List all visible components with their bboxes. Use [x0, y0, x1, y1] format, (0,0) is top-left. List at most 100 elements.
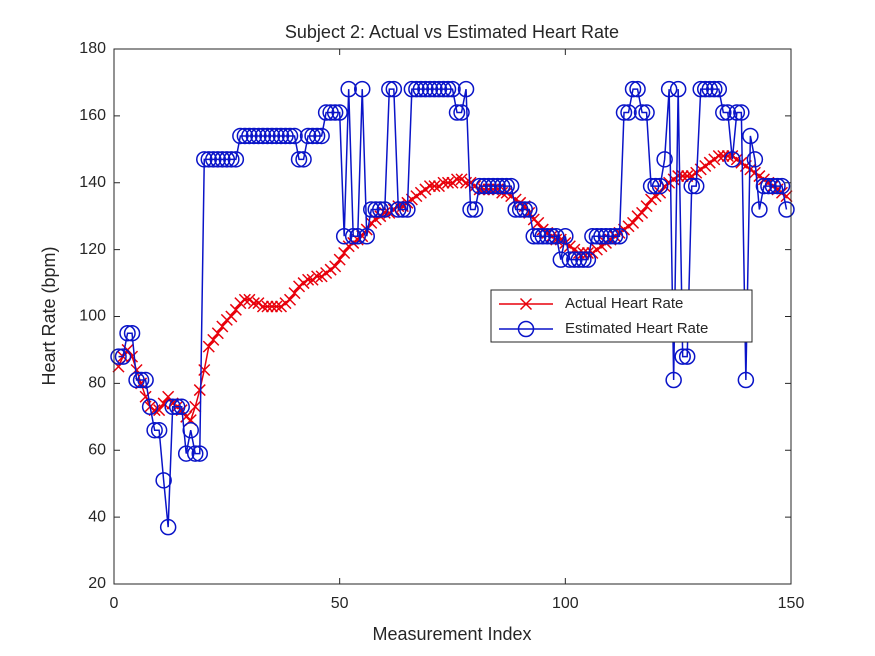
data-point — [466, 201, 484, 218]
x-tick-label: 50 — [331, 595, 349, 612]
data-point — [511, 201, 529, 218]
data-point — [629, 80, 646, 98]
data-point — [444, 80, 461, 98]
data-point — [313, 127, 330, 145]
data-point — [218, 151, 236, 168]
data-point — [575, 251, 592, 268]
data-point — [141, 398, 159, 416]
data-point — [263, 127, 281, 145]
data-point — [588, 228, 606, 245]
data-point — [611, 228, 628, 245]
data-point — [247, 297, 260, 310]
data-point — [423, 180, 436, 193]
data-point — [304, 127, 321, 145]
data-point — [669, 80, 687, 98]
data-point — [211, 327, 224, 340]
data-point — [579, 251, 597, 268]
data-point — [627, 216, 640, 229]
data-point — [620, 104, 637, 121]
data-point — [737, 371, 755, 389]
y-tick-label: 40 — [88, 508, 106, 525]
chart-title: Subject 2: Actual vs Estimated Heart Rat… — [285, 22, 619, 42]
data-point — [696, 80, 714, 98]
data-point — [159, 518, 177, 536]
data-point — [471, 177, 488, 195]
data-point — [168, 398, 186, 416]
data-point — [128, 371, 145, 389]
data-point — [286, 127, 303, 145]
y-tick-label: 60 — [88, 441, 106, 458]
data-point — [516, 201, 533, 218]
data-point — [265, 300, 278, 313]
y-tick-label: 140 — [79, 174, 106, 191]
data-point — [295, 151, 312, 168]
y-tick-label: 180 — [79, 40, 106, 57]
data-point — [225, 310, 238, 323]
data-point — [283, 293, 297, 306]
data-point — [162, 390, 175, 403]
data-point — [317, 104, 335, 121]
data-point — [681, 170, 694, 183]
x-tick-label: 0 — [110, 595, 119, 612]
data-point — [769, 177, 786, 195]
data-point — [507, 201, 524, 218]
data-point — [344, 228, 362, 245]
y-tick-label: 120 — [79, 241, 106, 258]
y-tick-label: 100 — [79, 308, 106, 325]
data-point — [584, 228, 601, 245]
data-point — [428, 180, 441, 193]
data-point — [335, 228, 353, 245]
data-point — [715, 104, 732, 121]
data-point — [196, 151, 213, 168]
data-point — [706, 80, 723, 98]
data-point — [674, 348, 691, 365]
legend-box — [490, 289, 753, 343]
series — [110, 80, 795, 536]
data-point — [119, 324, 136, 342]
data-point — [394, 201, 412, 218]
data-point — [636, 206, 649, 219]
y-tick-label: 80 — [88, 375, 106, 392]
data-point — [146, 421, 163, 439]
data-point — [254, 127, 272, 145]
data-point — [606, 228, 624, 245]
data-point — [200, 151, 218, 168]
data-point — [403, 80, 421, 98]
data-point — [223, 151, 240, 168]
data-point — [665, 371, 682, 389]
data-point — [329, 260, 342, 273]
data-point — [173, 398, 190, 416]
data-point — [202, 340, 215, 353]
data-point — [719, 104, 737, 121]
data-point — [656, 151, 673, 168]
data-point — [340, 80, 357, 98]
data-point — [290, 151, 308, 168]
data-point — [338, 246, 351, 259]
x-tick-label: 150 — [778, 595, 805, 612]
data-point — [755, 177, 773, 195]
data-point — [308, 127, 326, 145]
data-point — [137, 371, 154, 389]
data-point — [435, 80, 452, 98]
data-point — [760, 177, 777, 195]
legend-label: Actual Heart Rate — [565, 295, 683, 312]
data-point — [326, 104, 344, 121]
data-point — [493, 177, 511, 195]
data-point — [525, 228, 542, 245]
data-point — [277, 127, 294, 145]
data-point — [539, 228, 556, 245]
data-point — [256, 300, 269, 313]
data-point — [498, 177, 515, 195]
data-point — [322, 104, 339, 121]
data-point — [229, 303, 242, 316]
data-point — [593, 228, 610, 245]
data-point — [241, 127, 258, 145]
data-point — [177, 445, 195, 462]
y-axis-label: Heart Rate (bpm) — [39, 246, 59, 385]
data-point — [530, 228, 547, 245]
data-point — [633, 104, 651, 121]
data-point — [155, 472, 172, 489]
data-point — [733, 104, 750, 121]
data-point — [453, 104, 470, 121]
